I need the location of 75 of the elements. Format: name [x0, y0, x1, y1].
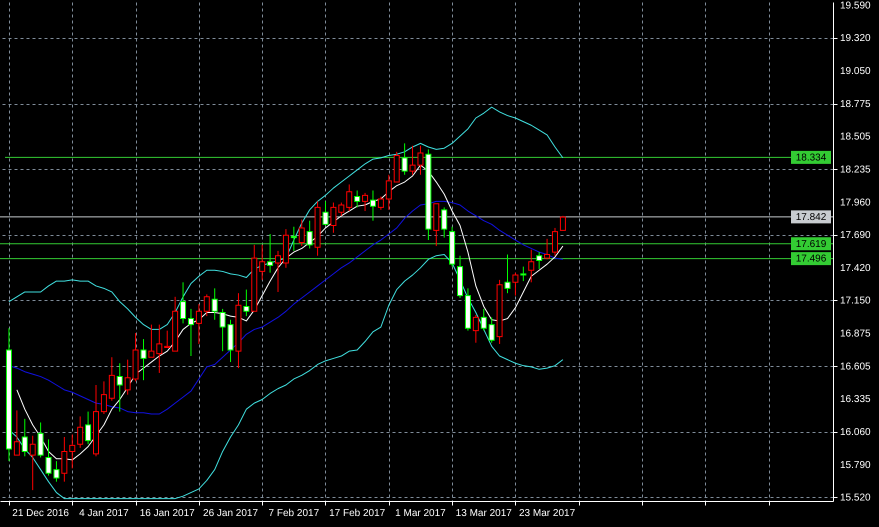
candlestick — [188, 308, 194, 357]
x-tick-label: 21 Dec 2016 — [12, 508, 70, 519]
candlestick — [220, 308, 226, 352]
candlestick — [196, 304, 202, 344]
candlestick — [362, 192, 368, 212]
candlestick — [472, 314, 479, 344]
candlestick — [536, 252, 542, 270]
candlestick — [148, 324, 154, 358]
candlestick — [69, 434, 76, 469]
x-tick-label: 4 Jan 2017 — [79, 508, 130, 519]
x-tick-label: 26 Jan 2017 — [203, 508, 258, 519]
candlestick — [417, 145, 424, 176]
candlestick — [306, 220, 313, 249]
y-tick-label: 19.590 — [840, 0, 872, 12]
candlestick — [410, 145, 416, 176]
candlestick — [140, 338, 146, 381]
ref-line-label: 17.842 — [796, 212, 827, 223]
candlestick — [275, 250, 282, 292]
candlestick — [370, 190, 376, 222]
candlestick — [560, 215, 566, 231]
candlestick — [204, 294, 210, 317]
candlestick — [180, 282, 186, 324]
y-tick-label: 16.335 — [840, 394, 872, 405]
candlestick — [552, 227, 558, 256]
x-tick-label: 13 Mar 2017 — [456, 508, 512, 519]
candlestick — [85, 411, 92, 445]
candlestick — [520, 266, 526, 282]
ref-line-label: 17.496 — [796, 254, 827, 265]
y-tick-label: 16.605 — [840, 361, 872, 372]
y-tick-label: 18.775 — [840, 99, 872, 110]
candlestick — [544, 238, 550, 260]
line-series — [8, 106, 564, 330]
candlestick — [322, 200, 328, 226]
candlestick — [116, 362, 123, 412]
y-tick-label: 16.875 — [840, 328, 872, 340]
candlestick — [30, 435, 36, 491]
y-tick-label: 17.960 — [840, 198, 872, 209]
candlestick — [441, 206, 448, 238]
y-tick-label: 16.060 — [840, 427, 872, 438]
candlestick — [504, 254, 511, 294]
y-tick-label: 19.050 — [840, 66, 872, 77]
candlestick — [14, 410, 20, 456]
ref-line-label: 18.334 — [796, 152, 827, 164]
y-tick-label: 17.420 — [840, 262, 872, 274]
candlestick — [100, 380, 107, 415]
ref-line-label: 17.619 — [796, 238, 827, 250]
candlestick — [243, 289, 250, 317]
candlestick — [354, 190, 360, 208]
candlestick — [77, 416, 84, 448]
y-tick-label: 18.505 — [840, 132, 872, 143]
candlestick — [528, 249, 534, 283]
candlestick — [61, 436, 68, 482]
candlestick — [330, 202, 336, 234]
y-tick-label: 18.235 — [840, 164, 872, 176]
y-tick-label: 15.790 — [840, 460, 872, 471]
x-tick-label: 23 Mar 2017 — [518, 508, 576, 519]
candlestick — [512, 272, 518, 296]
candlestick — [402, 142, 408, 176]
candlestick — [298, 218, 305, 247]
x-tick-label: 16 Jan 2017 — [140, 508, 196, 519]
x-tick-label: 1 Mar 2017 — [395, 508, 446, 519]
candlestick — [108, 356, 115, 402]
x-tick-label: 17 Feb 2017 — [329, 508, 386, 519]
candlestick — [22, 418, 28, 457]
candlestick — [53, 460, 60, 482]
candlestick — [267, 233, 274, 274]
candlestick — [212, 288, 218, 320]
y-tick-label: 17.690 — [840, 230, 872, 242]
y-tick-label: 15.520 — [840, 492, 872, 504]
y-tick-label: 17.150 — [840, 295, 872, 306]
candlestick — [124, 359, 131, 396]
candlestick — [290, 226, 297, 252]
candlestick — [378, 196, 384, 210]
x-tick-label: 7 Feb 2017 — [268, 508, 320, 519]
y-tick-label: 19.320 — [840, 33, 872, 44]
